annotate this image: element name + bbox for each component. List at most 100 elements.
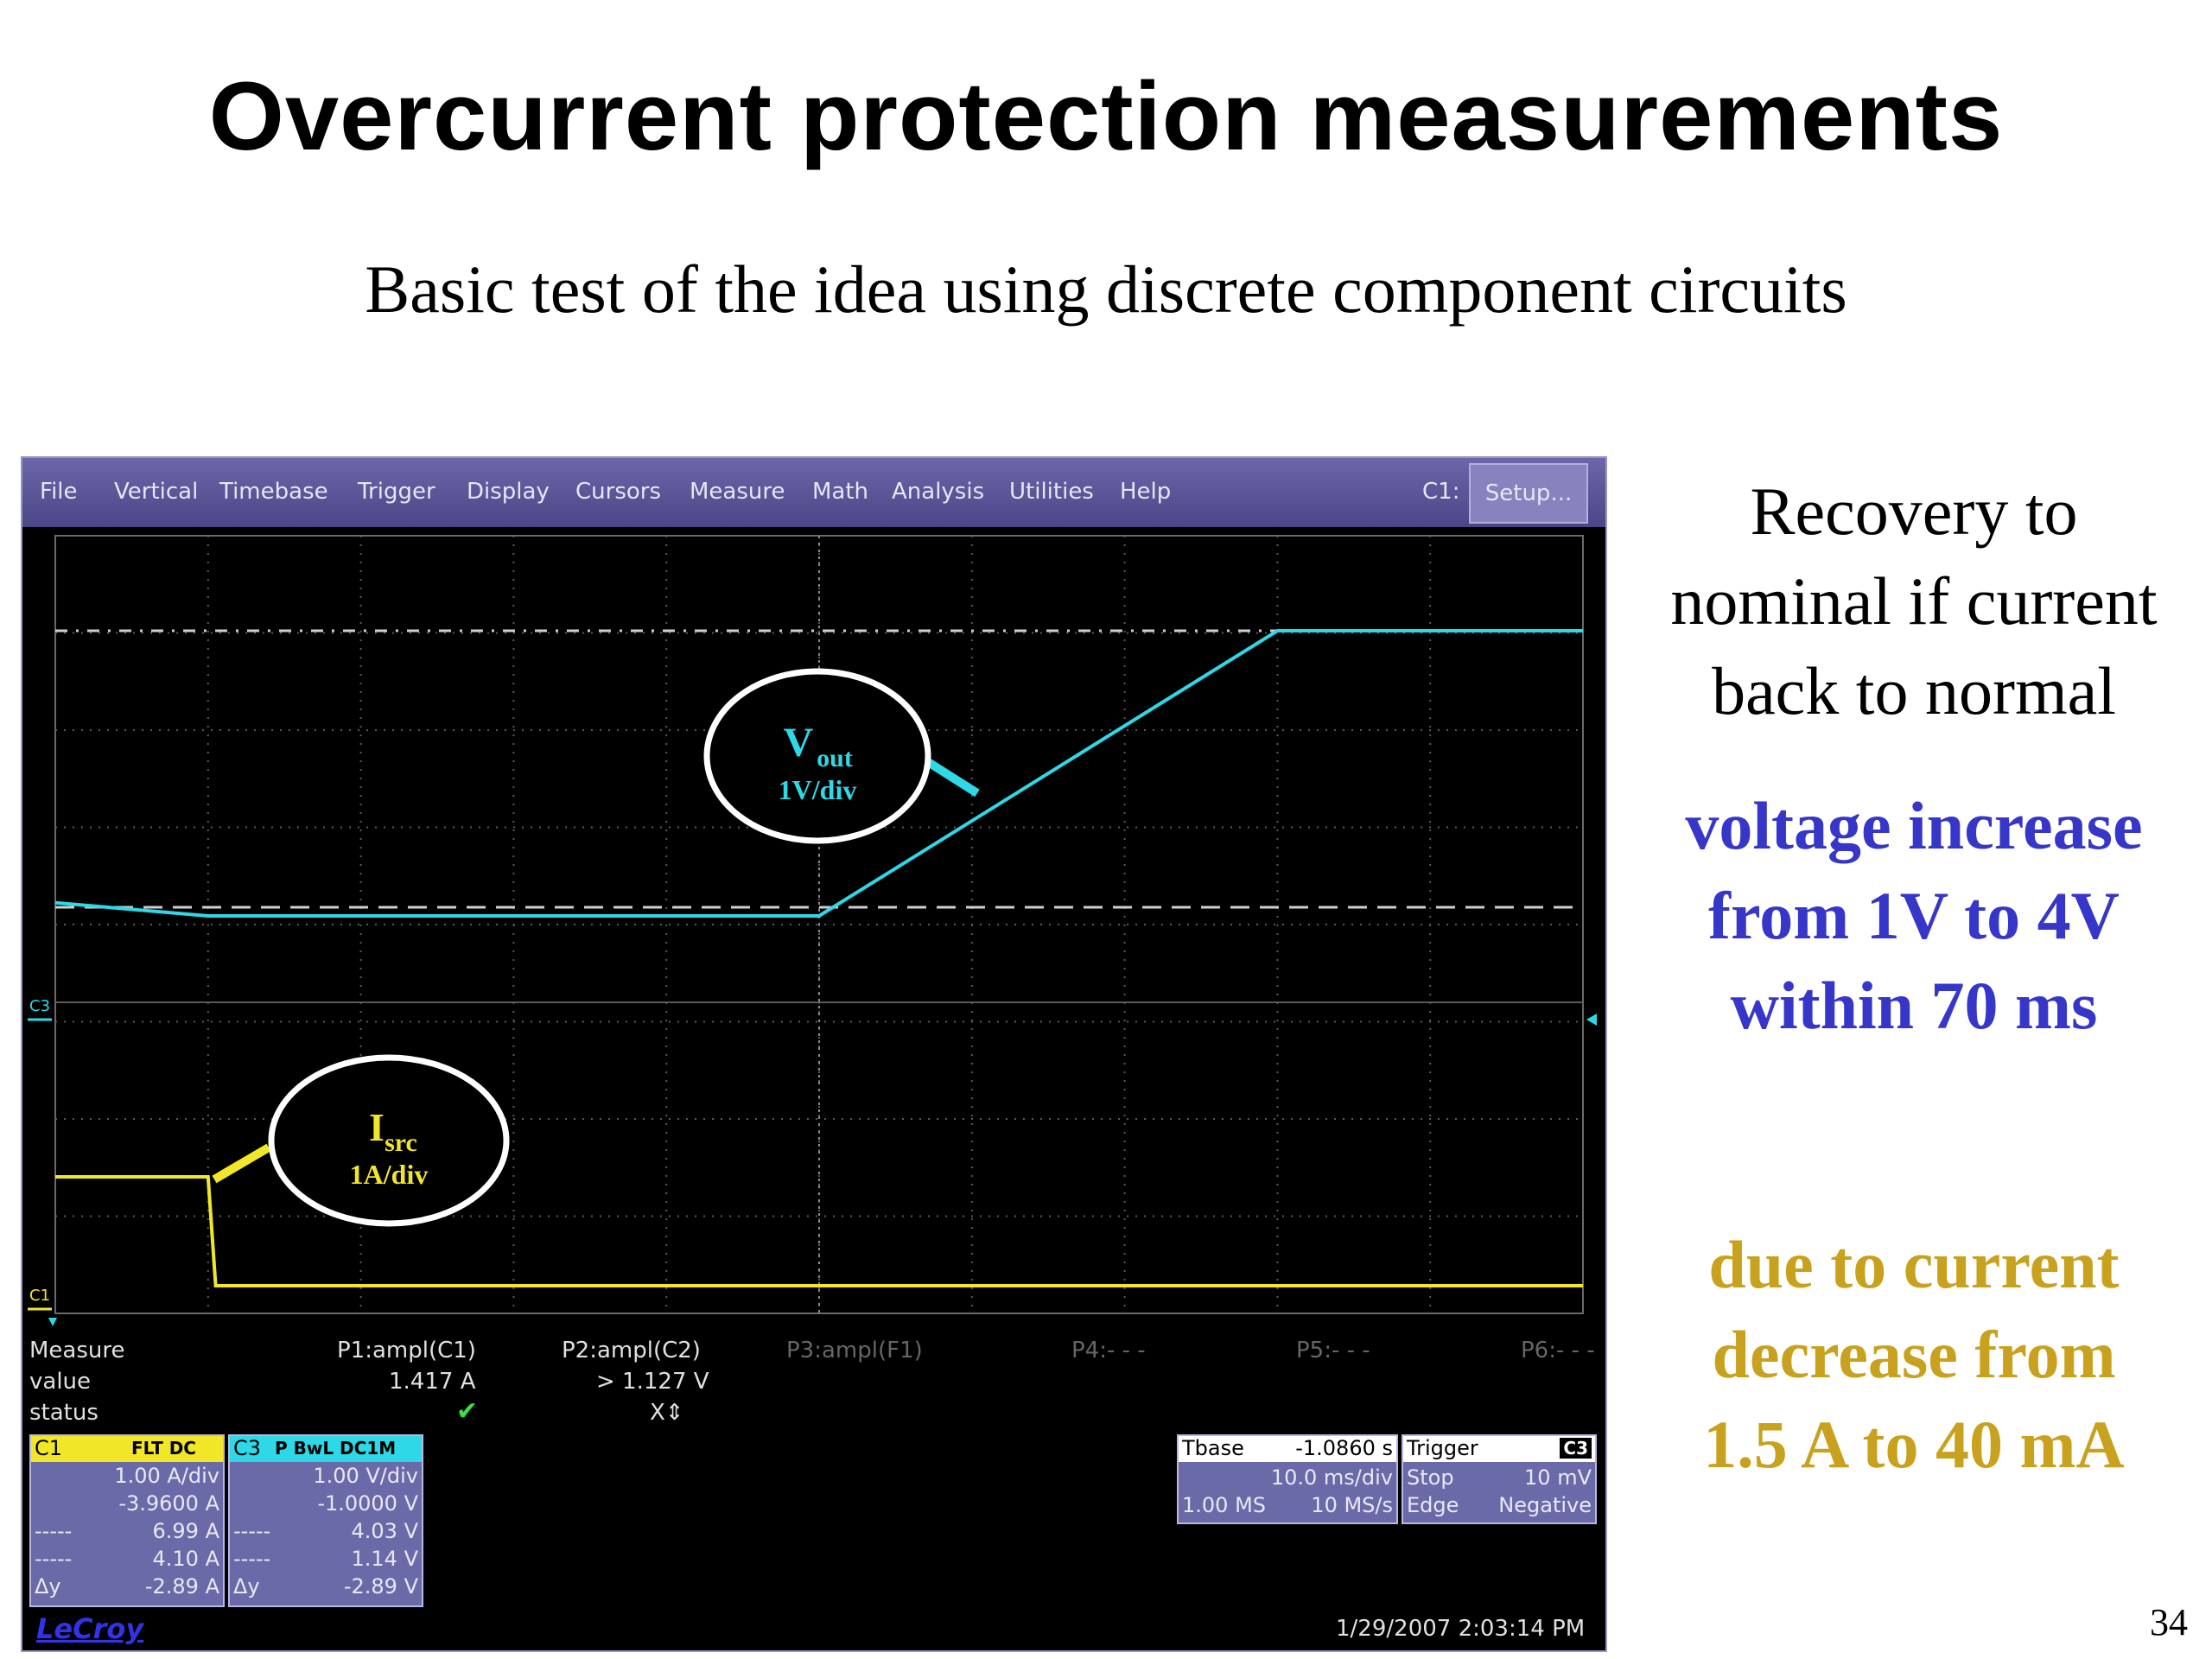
trigger-type: Edge — [1407, 1493, 1459, 1517]
param-p5-name[interactable]: P5:- - - — [1296, 1338, 1370, 1363]
slide-subtitle: Basic test of the idea using discrete co… — [365, 251, 1847, 327]
param-p1-name[interactable]: P1:ampl(C1) — [337, 1338, 476, 1363]
timebase-sample-rate: 10 MS/s — [1311, 1493, 1393, 1517]
timebase-label: Tbase — [1182, 1436, 1244, 1460]
note-recovery-line: nominal if current — [1670, 563, 2158, 639]
menu-cursors[interactable]: Cursors — [575, 479, 662, 505]
note-voltage-line: voltage increase — [1685, 788, 2143, 863]
c3-cursor1: 4.03 V — [351, 1519, 418, 1543]
c1-channel-box[interactable]: C1 FLT DC 1.00 A/div -3.9600 A ----- 6.9… — [29, 1434, 225, 1607]
note-voltage-line: from 1V to 4V — [1708, 878, 2120, 953]
menu-math[interactable]: Math — [812, 479, 869, 505]
isrc-trace — [55, 1175, 1583, 1287]
isrc-label-sub: src — [385, 1128, 417, 1157]
c3-box-tags: P BwL DC1M — [275, 1438, 397, 1459]
vout-callout-leader — [923, 756, 980, 798]
note-current: due to current decrease from 1.5 A to 40… — [1616, 1220, 2212, 1490]
trigger-slope: Negative — [1498, 1493, 1592, 1517]
c1-offset-marker — [48, 1318, 57, 1326]
menu-timebase[interactable]: Timebase — [219, 479, 328, 505]
isrc-label: I — [369, 1105, 385, 1149]
c3-cursor1-label: ----- — [233, 1519, 271, 1543]
trigger-level-marker — [1586, 1014, 1597, 1026]
measure-heading[interactable]: Measure — [29, 1338, 125, 1363]
slide-title: Overcurrent protection measurements — [208, 62, 2004, 170]
c1-cursor2: 4.10 A — [152, 1547, 219, 1571]
c1-box-header: C1 FLT DC — [31, 1436, 223, 1462]
menu-vertical[interactable]: Vertical — [114, 479, 199, 505]
trigger-label: Trigger — [1407, 1436, 1478, 1460]
menu-display[interactable]: Display — [467, 479, 550, 505]
c1-cursor1-label: ----- — [35, 1519, 73, 1543]
note-current-line: decrease from — [1712, 1317, 2116, 1392]
c1-offset: -3.9600 A — [118, 1491, 219, 1516]
trigger-level: 10 mV — [1524, 1465, 1592, 1490]
c3-marker: C3 — [29, 997, 50, 1015]
c3-cursor2-label: ----- — [233, 1547, 271, 1571]
c1-marker: C1 — [29, 1287, 50, 1305]
timebase-delay: -1.0860 s — [1295, 1436, 1393, 1460]
note-recovery-line: back to normal — [1712, 653, 2116, 728]
menu-measure[interactable]: Measure — [690, 479, 785, 505]
scope-timestamp: 1/29/2007 2:03:14 PM — [1336, 1616, 1586, 1642]
trigger-mode: Stop — [1407, 1465, 1454, 1490]
scope-menubar: File Vertical Timebase Trigger Display C… — [22, 458, 1605, 527]
timebase-header: Tbase -1.0860 s — [1179, 1436, 1396, 1462]
note-voltage-line: within 70 ms — [1730, 968, 2098, 1043]
timebase-memory: 1.00 MS — [1182, 1493, 1267, 1517]
param-p2-value: > 1.127 V — [596, 1369, 709, 1395]
c3-delta-label: Δy — [233, 1574, 260, 1599]
c1-delta: -2.89 A — [144, 1574, 219, 1599]
timebase-box[interactable]: Tbase -1.0860 s 10.0 ms/div 1.00 MS 10 M… — [1177, 1434, 1398, 1524]
param-p1-status-check-icon: ✔ — [456, 1396, 479, 1427]
param-p6-name[interactable]: P6:- - - — [1521, 1338, 1595, 1363]
c3-box-name: C3 — [233, 1436, 262, 1460]
menu-analysis[interactable]: Analysis — [892, 479, 985, 505]
scope-grid — [54, 535, 1584, 1314]
vout-callout — [703, 668, 931, 844]
c3-scale: 1.00 V/div — [313, 1464, 418, 1488]
isrc-callout-leader — [212, 1143, 271, 1184]
menu-utilities[interactable]: Utilities — [1009, 479, 1094, 505]
note-recovery-line: Recovery to — [1750, 474, 2078, 549]
vout-trace — [54, 629, 1583, 918]
timebase-scale: 10.0 ms/div — [1270, 1465, 1393, 1490]
note-recovery: Recovery to nominal if current back to n… — [1616, 467, 2212, 736]
menu-file[interactable]: File — [40, 479, 78, 505]
scope-display: C3 C1 V out 1V/div I src 1A/div — [28, 535, 1597, 1326]
setup-button[interactable]: Setup... — [1469, 463, 1588, 524]
isrc-scale: 1A/div — [350, 1159, 429, 1190]
c1-cursor1: 6.99 A — [152, 1519, 219, 1543]
note-current-line: 1.5 A to 40 mA — [1703, 1407, 2125, 1482]
isrc-callout — [268, 1054, 510, 1227]
c1-cursor2-label: ----- — [35, 1547, 73, 1571]
measure-status-label: status — [29, 1400, 99, 1426]
vout-label: V — [784, 720, 814, 766]
c3-delta: -2.89 V — [343, 1574, 418, 1599]
menu-trigger[interactable]: Trigger — [358, 479, 435, 505]
lecroy-logo: LeCroy — [36, 1612, 144, 1645]
oscilloscope-screenshot: File Vertical Timebase Trigger Display C… — [21, 456, 1607, 1652]
trigger-header: Trigger C3 — [1403, 1436, 1595, 1462]
param-p4-name[interactable]: P4:- - - — [1071, 1338, 1146, 1363]
measure-value-label: value — [29, 1369, 92, 1395]
trigger-box[interactable]: Trigger C3 Stop 10 mV Edge Negative — [1402, 1434, 1597, 1524]
param-p3-name[interactable]: P3:ampl(F1) — [786, 1338, 923, 1363]
c1-scale: 1.00 A/div — [114, 1464, 219, 1488]
note-voltage: voltage increase from 1V to 4V within 70… — [1616, 781, 2212, 1051]
c3-cursor2: 1.14 V — [351, 1547, 418, 1571]
param-p2-name[interactable]: P2:ampl(C2) — [562, 1338, 701, 1363]
c3-box-header: C3 P BwL DC1M — [230, 1436, 422, 1462]
param-p1-value: 1.417 A — [389, 1369, 476, 1395]
param-p2-status: X⇕ — [650, 1400, 684, 1426]
c1-box-tags: FLT DC — [131, 1438, 196, 1459]
c1-box-name: C1 — [35, 1436, 63, 1460]
menu-help[interactable]: Help — [1120, 479, 1172, 505]
vout-label-sub: out — [817, 744, 853, 772]
note-current-line: due to current — [1708, 1227, 2120, 1302]
c1-delta-label: Δy — [35, 1574, 61, 1599]
page-number: 34 — [2150, 1601, 2188, 1643]
c3-channel-box[interactable]: C3 P BwL DC1M 1.00 V/div -1.0000 V -----… — [228, 1434, 423, 1607]
channel-indicator: C1: — [1422, 479, 1460, 505]
trigger-channel: C3 — [1560, 1438, 1592, 1459]
